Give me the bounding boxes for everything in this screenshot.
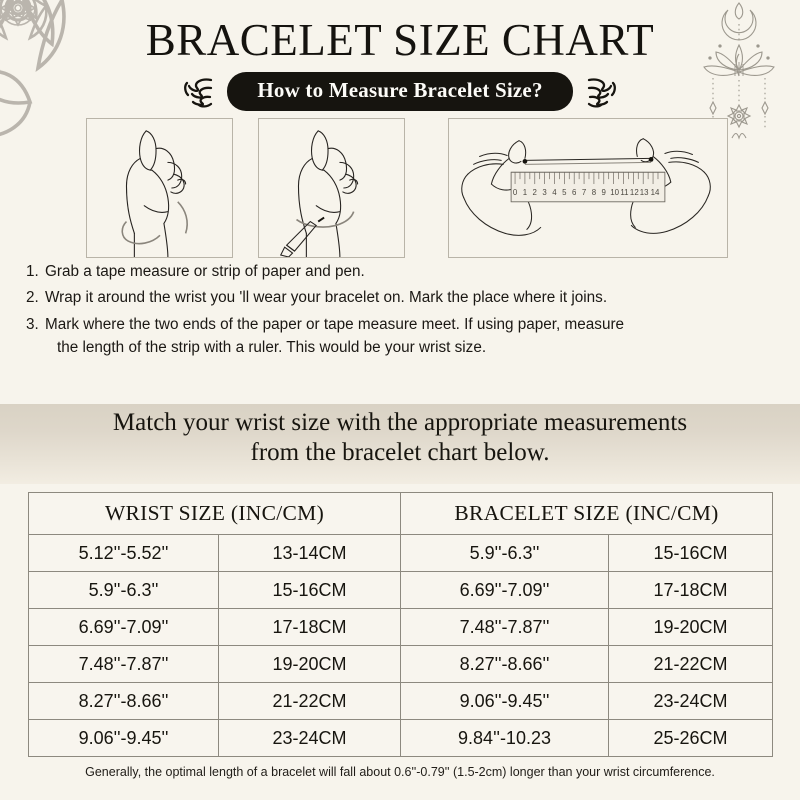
table-row: 5.12''-5.52'' 13-14CM 5.9''-6.3'' 15-16C… (28, 534, 774, 572)
cell-wrist-inch: 5.12''-5.52'' (28, 534, 219, 572)
section-heading-line2: from the bracelet chart below. (250, 438, 550, 466)
svg-text:5: 5 (562, 188, 567, 197)
column-header-bracelet-size: BRACELET SIZE (INC/CM) (400, 492, 774, 535)
step-number: 3. (26, 315, 39, 333)
svg-text:13: 13 (640, 188, 649, 197)
step-text-line2: the length of the strip with a ruler. Th… (57, 338, 487, 356)
flourish-ornament-right-icon (585, 74, 619, 110)
list-item: 3. Mark where the two ends of the paper … (26, 315, 778, 356)
table-row: 8.27''-8.66'' 21-22CM 9.06''-9.45'' 23-2… (28, 682, 774, 720)
how-to-measure-badge-row: How to Measure Bracelet Size? (0, 72, 800, 111)
svg-text:12: 12 (630, 188, 639, 197)
table-row: 6.69''-7.09'' 17-18CM 7.48''-7.87'' 19-2… (28, 608, 774, 646)
cell-bracelet-cm: 23-24CM (608, 682, 774, 720)
cell-wrist-inch: 7.48''-7.87'' (28, 645, 219, 683)
how-to-measure-badge-label: How to Measure Bracelet Size? (227, 72, 573, 111)
cell-bracelet-inch: 6.69''-7.09'' (400, 571, 610, 609)
svg-text:7: 7 (582, 188, 586, 197)
cell-wrist-inch: 9.06''-9.45'' (28, 719, 219, 757)
svg-text:6: 6 (572, 188, 577, 197)
cell-wrist-cm: 15-16CM (217, 571, 402, 609)
column-header-wrist-size: WRIST SIZE (INC/CM) (27, 492, 402, 535)
svg-text:2: 2 (533, 188, 537, 197)
list-item: 2. Wrap it around the wrist you 'll wear… (26, 289, 778, 307)
cell-bracelet-cm: 25-26CM (608, 719, 774, 757)
cell-wrist-cm: 21-22CM (217, 682, 402, 720)
svg-text:3: 3 (542, 188, 547, 197)
cell-wrist-inch: 8.27''-8.66'' (28, 682, 219, 720)
cell-wrist-cm: 19-20CM (217, 645, 402, 683)
svg-text:11: 11 (620, 188, 628, 197)
step-text: Grab a tape measure or strip of paper an… (45, 263, 365, 280)
svg-text:0: 0 (513, 188, 518, 197)
cell-bracelet-inch: 9.84''-10.23 (400, 719, 610, 757)
step-text: Mark where the two ends of the paper or … (45, 315, 625, 333)
table-row: 5.9''-6.3'' 15-16CM 6.69''-7.09'' 17-18C… (28, 571, 774, 609)
instruction-steps: 1. Grab a tape measure or strip of paper… (26, 264, 778, 366)
cell-bracelet-inch: 8.27''-8.66'' (400, 645, 610, 683)
step-text: Wrap it around the wrist you 'll wear yo… (45, 289, 608, 307)
table-header-row: WRIST SIZE (INC/CM) BRACELET SIZE (INC/C… (27, 492, 774, 535)
table-row: 7.48''-7.87'' 19-20CM 8.27''-8.66'' 21-2… (28, 645, 774, 683)
flourish-ornament-left-icon (181, 74, 215, 110)
section-band (0, 404, 800, 484)
cell-bracelet-inch: 7.48''-7.87'' (400, 608, 610, 646)
cell-bracelet-cm: 15-16CM (608, 534, 774, 572)
svg-text:9: 9 (602, 188, 606, 197)
step-number: 1. (26, 263, 39, 280)
cell-wrist-inch: 6.69''-7.09'' (28, 608, 219, 646)
footer-note: Generally, the optimal length of a brace… (85, 765, 715, 779)
step-number: 2. (26, 289, 39, 307)
svg-text:4: 4 (552, 188, 557, 197)
cell-wrist-inch: 5.9''-6.3'' (28, 571, 219, 609)
section-heading-line1: Match your wrist size with the appropria… (112, 409, 688, 436)
section-heading: Match your wrist size with the appropria… (0, 408, 800, 467)
cell-wrist-cm: 23-24CM (217, 719, 402, 757)
cell-bracelet-inch: 5.9''-6.3'' (400, 534, 610, 572)
cell-wrist-cm: 17-18CM (217, 608, 402, 646)
cell-bracelet-cm: 17-18CM (608, 571, 774, 609)
bracelet-size-table: WRIST SIZE (INC/CM) BRACELET SIZE (INC/C… (27, 492, 774, 757)
svg-text:10: 10 (610, 188, 619, 197)
table-row: 9.06''-9.45'' 23-24CM 9.84''-10.23 25-26… (28, 719, 774, 757)
cell-bracelet-cm: 19-20CM (608, 608, 774, 646)
hand-marking-tape-with-pen-illustration (258, 118, 405, 258)
svg-text:14: 14 (651, 188, 660, 197)
svg-text:1: 1 (523, 188, 527, 197)
cell-bracelet-inch: 9.06''-9.45'' (400, 682, 610, 720)
hand-with-tape-measure-illustration (86, 118, 233, 258)
mandala-flower-icon (0, 0, 156, 150)
svg-text:8: 8 (592, 188, 597, 197)
cell-wrist-cm: 13-14CM (217, 534, 402, 572)
page-title: BRACELET SIZE CHART (145, 15, 655, 65)
list-item: 1. Grab a tape measure or strip of paper… (26, 263, 778, 280)
cell-bracelet-cm: 21-22CM (608, 645, 774, 683)
lotus-moon-icon (680, 0, 798, 148)
